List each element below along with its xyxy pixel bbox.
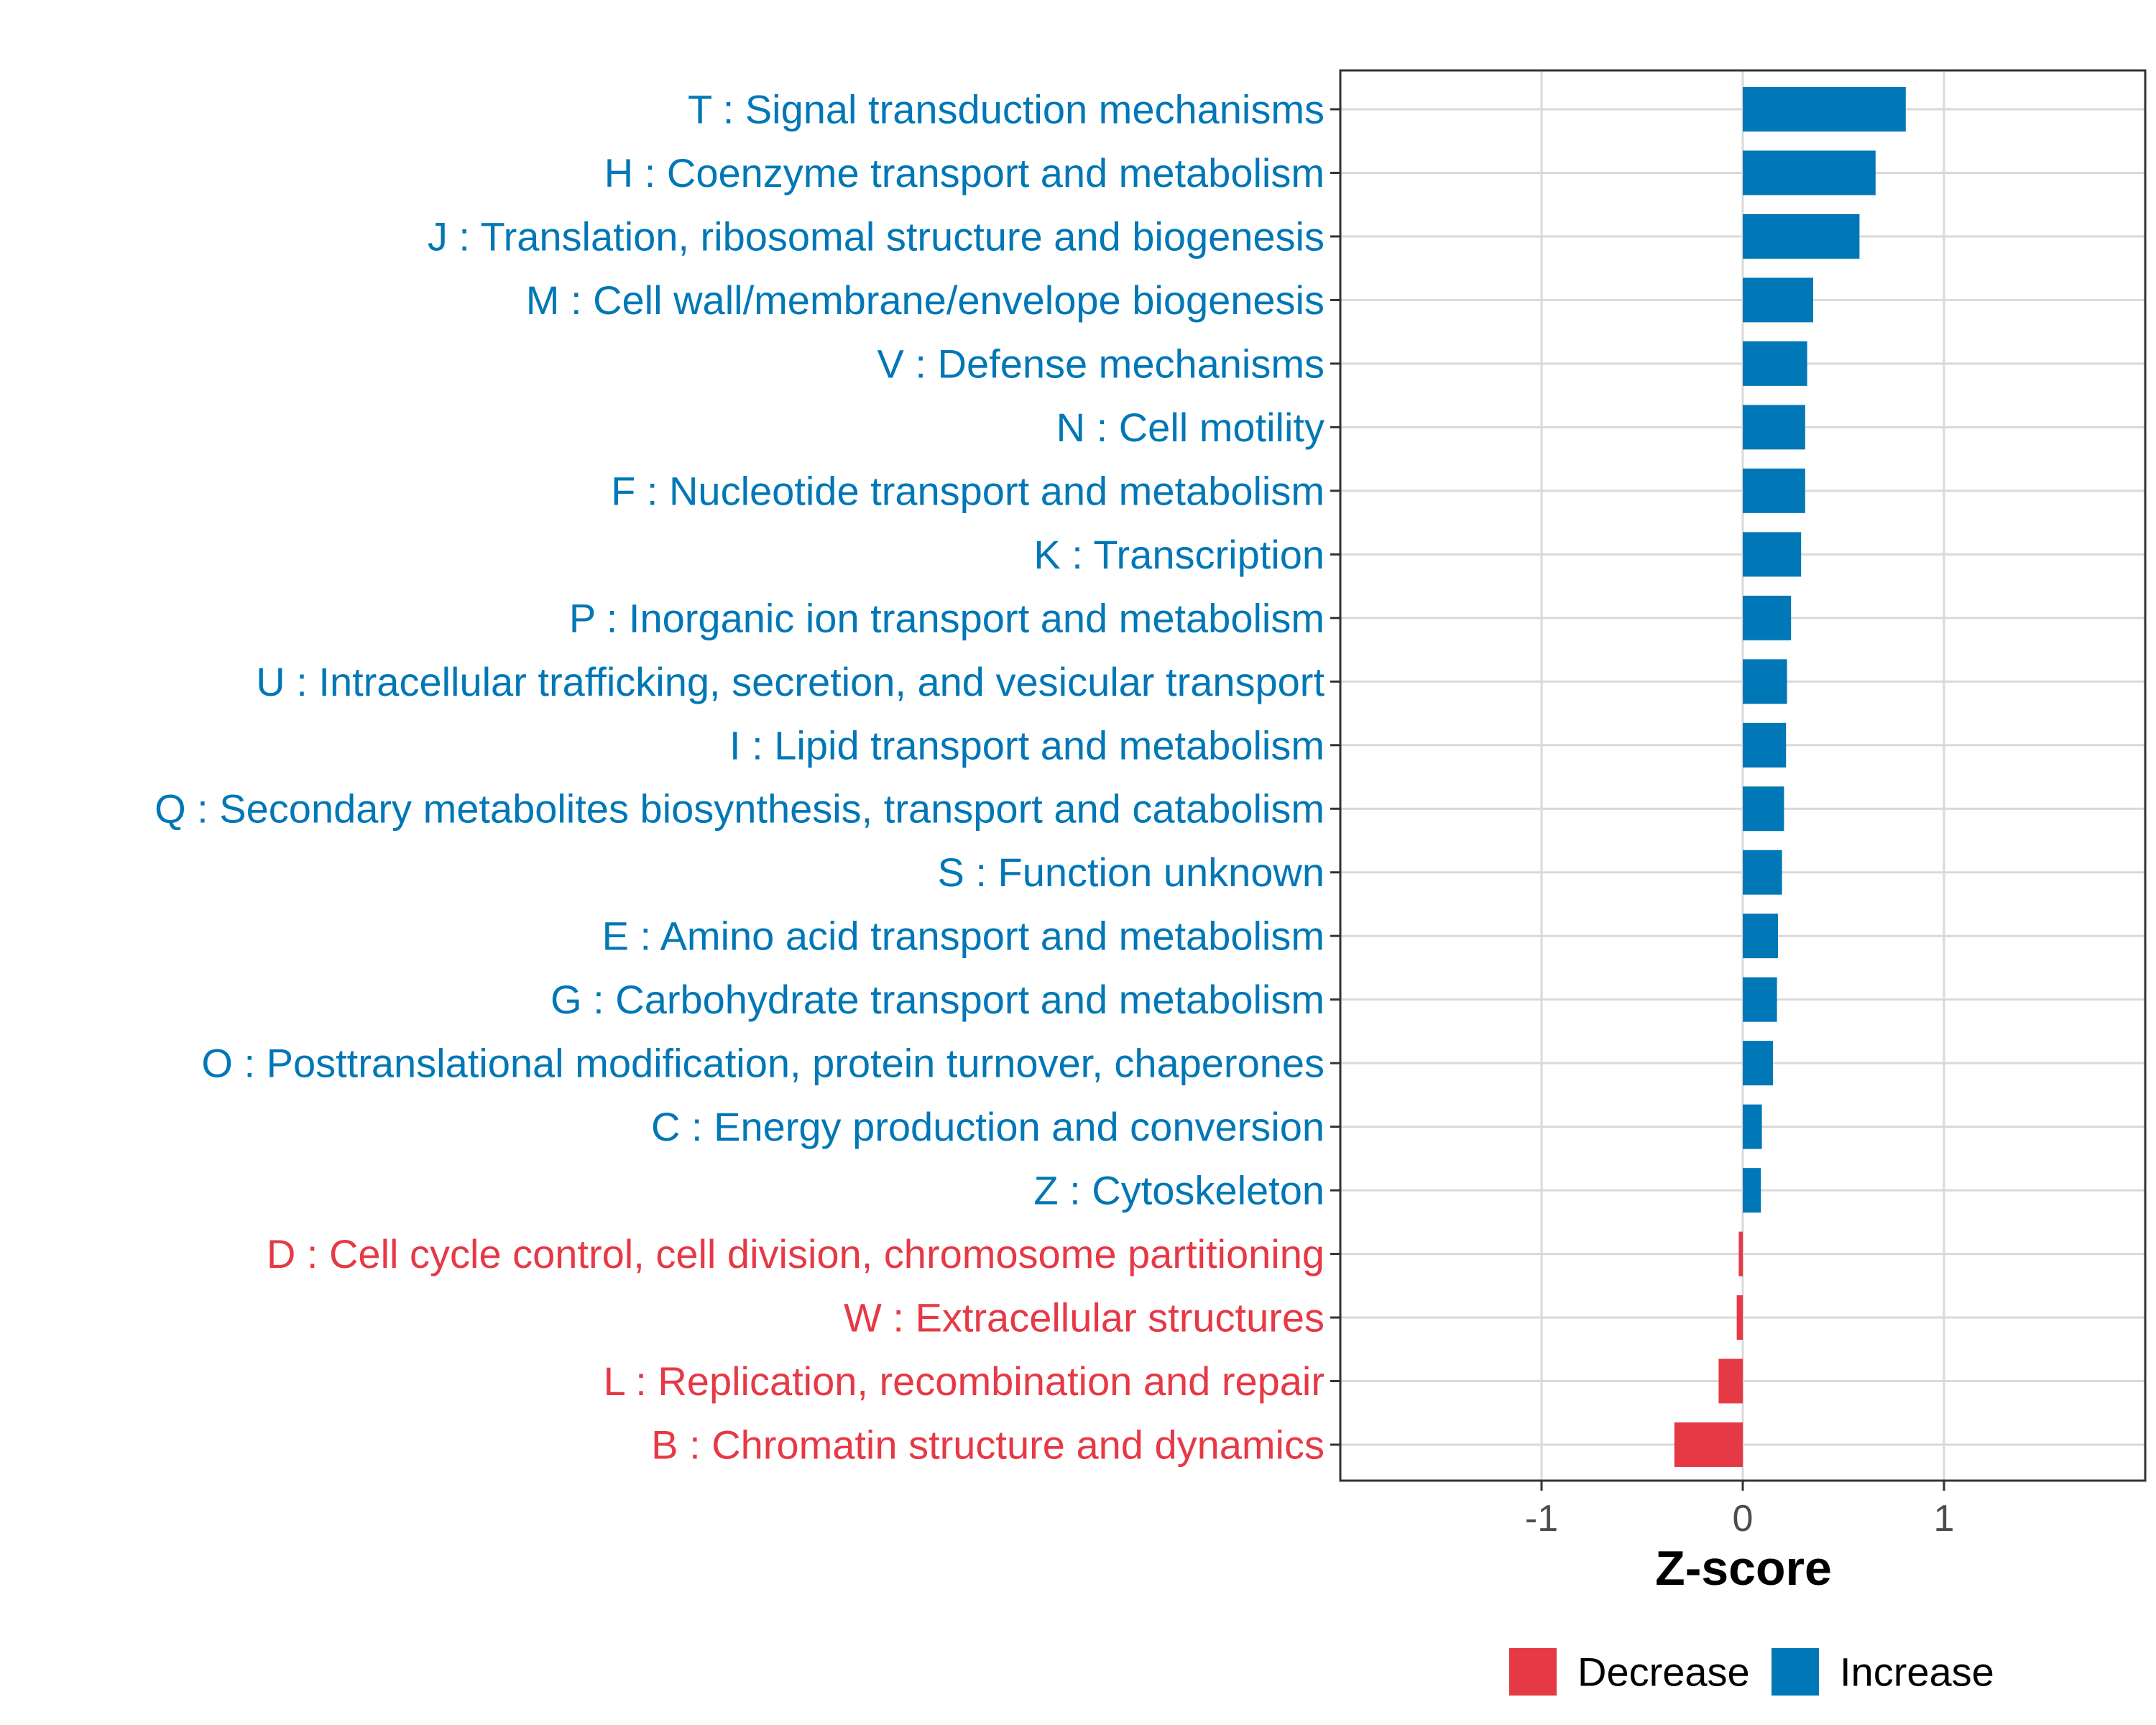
category-label: M : Cell wall/membrane/envelope biogenes… — [526, 277, 1325, 323]
category-label: F : Nucleotide transport and metabolism — [611, 468, 1325, 513]
bar — [1674, 1422, 1743, 1467]
bar — [1743, 1168, 1761, 1213]
bar — [1743, 277, 1813, 323]
bar — [1743, 786, 1784, 832]
category-label: U : Intracellular trafficking, secretion… — [256, 659, 1325, 704]
legend-swatch-decrease — [1509, 1648, 1557, 1696]
bar — [1743, 87, 1906, 132]
x-tick-label: -1 — [1525, 1498, 1558, 1540]
category-label: T : Signal transduction mechanisms — [688, 87, 1325, 132]
bar — [1743, 595, 1792, 640]
category-label: G : Carbohydrate transport and metabolis… — [550, 977, 1325, 1022]
x-tick-label: 0 — [1733, 1498, 1754, 1540]
bar — [1743, 659, 1787, 704]
legend-swatch-increase — [1772, 1648, 1819, 1696]
category-label: N : Cell motility — [1056, 405, 1325, 450]
bars — [1674, 87, 1906, 1467]
category-label: I : Lipid transport and metabolism — [729, 722, 1325, 768]
category-label: E : Amino acid transport and metabolism — [602, 914, 1325, 959]
category-label: C : Energy production and conversion — [651, 1104, 1325, 1149]
x-axis-ticks: -1 0 1 — [1525, 1481, 1955, 1540]
bar — [1743, 1041, 1773, 1086]
bar — [1718, 1358, 1743, 1404]
legend-label-increase: Increase — [1840, 1650, 1994, 1695]
category-label: O : Posttranslational modification, prot… — [201, 1041, 1325, 1086]
category-label: W : Extracellular structures — [844, 1295, 1325, 1340]
bar — [1743, 850, 1782, 895]
category-label: H : Coenzyme transport and metabolism — [604, 150, 1325, 196]
bar — [1743, 532, 1802, 577]
legend-label-decrease: Decrease — [1577, 1650, 1750, 1695]
category-label: V : Defense mechanisms — [877, 341, 1325, 386]
bar — [1738, 1231, 1743, 1276]
category-label: D : Cell cycle control, cell division, c… — [267, 1231, 1325, 1276]
category-label: P : Inorganic ion transport and metaboli… — [569, 595, 1325, 640]
category-label: L : Replication, recombination and repai… — [604, 1358, 1325, 1404]
bar — [1743, 150, 1876, 196]
bar — [1743, 722, 1787, 768]
bar — [1743, 405, 1805, 450]
bar — [1743, 341, 1807, 386]
bar — [1743, 468, 1805, 513]
bar — [1743, 977, 1777, 1022]
bar — [1743, 914, 1778, 959]
category-label: Z : Cytoskeleton — [1033, 1168, 1325, 1213]
category-label: J : Translation, ribosomal structure and… — [428, 213, 1325, 259]
y-axis-ticks — [1330, 108, 1340, 1446]
bar — [1743, 213, 1860, 259]
bar — [1736, 1295, 1743, 1340]
x-tick-label: 1 — [1934, 1498, 1955, 1540]
bar — [1743, 1104, 1762, 1149]
category-label: S : Function unknown — [937, 850, 1325, 895]
category-label: B : Chromatin structure and dynamics — [651, 1422, 1325, 1468]
category-label: K : Transcription — [1033, 532, 1325, 577]
legend: Decrease Increase — [1509, 1648, 1994, 1696]
category-labels: T : Signal transduction mechanisms H : Co… — [155, 87, 1325, 1468]
category-label: Q : Secondary metabolites biosynthesis, … — [155, 786, 1325, 832]
x-axis-title: Z-score — [1655, 1541, 1832, 1596]
